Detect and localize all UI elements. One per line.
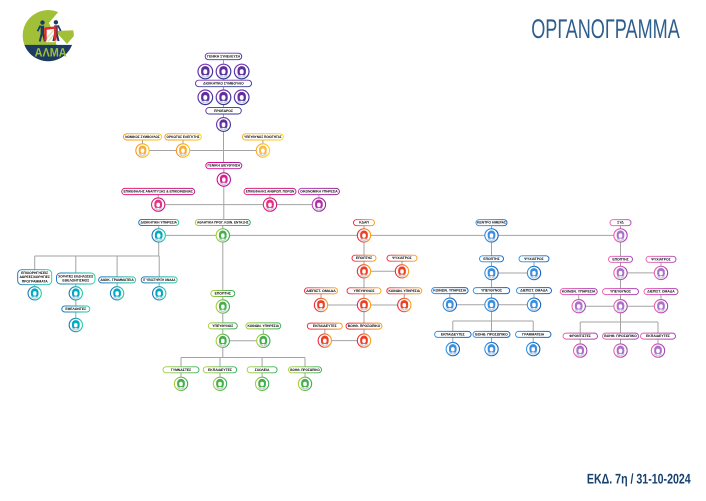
svg-text:ΕΚΠΑΙΔΕΥΤΕΣ: ΕΚΠΑΙΔΕΥΤΕΣ [208, 368, 232, 372]
svg-text:ΥΠΕΥΘΥΝΟΣ: ΥΠΕΥΘΥΝΟΣ [212, 324, 233, 328]
svg-text:ΚΟΙΝΩΝ. ΥΠΗΡΕΣΙΑ: ΚΟΙΝΩΝ. ΥΠΗΡΕΣΙΑ [562, 290, 596, 294]
svg-text:ΧΟΡΗΓΙΕΣ ΕΚΔΗΛΩΣΕΙΣ: ΧΟΡΗΓΙΕΣ ΕΚΔΗΛΩΣΕΙΣ [58, 274, 93, 278]
svg-text:ΕΠΙΚΕΦΑΛΗΣ ΑΝΘΡΩΠ. ΠΟΡΩΝ: ΕΠΙΚΕΦΑΛΗΣ ΑΝΘΡΩΠ. ΠΟΡΩΝ [246, 190, 295, 194]
svg-text:ΣΧΟΛΕΙΑ: ΣΧΟΛΕΙΑ [255, 368, 270, 372]
svg-text:ΟΡΓΑΝΟΓΡΑΜΜΑ: ΟΡΓΑΝΟΓΡΑΜΜΑ [531, 14, 680, 44]
svg-text:ΑΘΛΗΤΙΚΑ ΠΡΟΓ. ΚΟΙΝ. ΕΝΤΑΞΗΣ: ΑΘΛΗΤΙΚΑ ΠΡΟΓ. ΚΟΙΝ. ΕΝΤΑΞΗΣ [197, 221, 249, 225]
svg-text:ΔΙΟΙΚΗΤΙΚΟ ΣΥΜΒΟΥΛΙΟ: ΔΙΟΙΚΗΤΙΚΟ ΣΥΜΒΟΥΛΙΟ [203, 82, 244, 86]
svg-text:ΕΘΕΛΟΝΤΕΣ: ΕΘΕΛΟΝΤΕΣ [65, 307, 86, 311]
svg-text:ΒΟΗΘ. ΠΡΟΣΩΠΙΚΟ: ΒΟΗΘ. ΠΡΟΣΩΠΙΚΟ [604, 334, 637, 338]
svg-text:ΕΠΟΠΤΗΣ: ΕΠΟΠΤΗΣ [356, 256, 372, 260]
svg-text:ΕΠΟΠΤΗΣ: ΕΠΟΠΤΗΣ [215, 292, 231, 296]
svg-text:ΠΡΟΕΔΡΟΣ: ΠΡΟΕΔΡΟΣ [214, 109, 233, 113]
svg-text:ΑΛΜΑ: ΑΛΜΑ [35, 46, 67, 60]
svg-text:ΔΙΕΠΙΣΤ. ΟΜΑΔΑ: ΔΙΕΠΙΣΤ. ΟΜΑΔΑ [306, 289, 336, 293]
svg-text:ΕΠΟΠΤΗΣ: ΕΠΟΠΤΗΣ [483, 257, 499, 261]
svg-text:ΥΠΕΥΘΥΝΟΣ: ΥΠΕΥΘΥΝΟΣ [610, 290, 631, 294]
svg-text:ΣΥΔ: ΣΥΔ [617, 221, 624, 225]
svg-text:ΝΟΜΙΚΟΣ ΣΥΜΒΟΥΛΟΣ: ΝΟΜΙΚΟΣ ΣΥΜΒΟΥΛΟΣ [125, 135, 160, 139]
svg-text:ΕΘΕΛΟΝΤΙΣΜΟΣ: ΕΘΕΛΟΝΤΙΣΜΟΣ [62, 279, 89, 283]
svg-text:ΚΟΙΝΩΝ. ΥΠΗΡΕΣΙΑ: ΚΟΙΝΩΝ. ΥΠΗΡΕΣΙΑ [389, 289, 421, 293]
svg-text:ΓΡΑΜΜΑΤΕΙΑ: ΓΡΑΜΜΑΤΕΙΑ [522, 332, 545, 336]
svg-text:ΚΟΙΝΩΝ. ΥΠΗΡΕΣΙΑ: ΚΟΙΝΩΝ. ΥΠΗΡΕΣΙΑ [433, 289, 467, 293]
svg-text:ΕΠΙΚΕΦΑΛΗΣ ΑΝΑΠΤΥΞΗΣ & ΕΠΙΚΟΙΝ: ΕΠΙΚΕΦΑΛΗΣ ΑΝΑΠΤΥΞΗΣ & ΕΠΙΚΟΙΝΩΝΙΑΣ [123, 190, 193, 194]
svg-text:ΥΠΕΥΘΥΝΟΣ ΠΟΙΟΤΗΤΑΣ: ΥΠΕΥΘΥΝΟΣ ΠΟΙΟΤΗΤΑΣ [244, 135, 282, 139]
svg-text:ΒΟΗΘ. ΠΡΟΣΩΠΙΚΟ: ΒΟΗΘ. ΠΡΟΣΩΠΙΚΟ [290, 368, 320, 372]
svg-text:ΕΚΔ. 7η / 31-10-2024: ΕΚΔ. 7η / 31-10-2024 [587, 470, 691, 486]
svg-text:ΠΡΟΓΡΑΜΜΑΤΑ: ΠΡΟΓΡΑΜΜΑΤΑ [22, 280, 48, 284]
svg-text:ΕΚΠΑΙΔΕΥΤΕΣ: ΕΚΠΑΙΔΕΥΤΕΣ [313, 324, 337, 328]
svg-text:ΨΥΧΙΑΤΡΟΣ: ΨΥΧΙΑΤΡΟΣ [392, 256, 411, 260]
svg-text:ΔΙΟΙΚΗΤΙΚΗ ΥΠΗΡΕΣΙΑ: ΔΙΟΙΚΗΤΙΚΗ ΥΠΗΡΕΣΙΑ [140, 221, 177, 225]
svg-text:ΓΕΝΙΚΗ ΣΥΝΕΛΕΥΣΗ: ΓΕΝΙΚΗ ΣΥΝΕΛΕΥΣΗ [207, 55, 241, 59]
svg-text:ΟΙΚΟΝΟΜΙΚΗ ΥΠΗΡΕΣΙΑ: ΟΙΚΟΝΟΜΙΚΗ ΥΠΗΡΕΣΙΑ [300, 190, 338, 194]
svg-text:ΓΥΜΝΑΣΤΕΣ: ΓΥΜΝΑΣΤΕΣ [171, 368, 191, 372]
svg-text:ΚΟΙΝΩΝ. ΥΠΗΡΕΣΙΑ: ΚΟΙΝΩΝ. ΥΠΗΡΕΣΙΑ [248, 324, 280, 328]
svg-text:ΚΕΝΤΡΟ ΗΜΕΡΑΣ: ΚΕΝΤΡΟ ΗΜΕΡΑΣ [477, 221, 506, 225]
svg-text:ΔΙΕΠΙΣΤ. ΟΜΑΔΑ: ΔΙΕΠΙΣΤ. ΟΜΑΔΑ [647, 290, 675, 294]
svg-text:ΔΙΟΙΚ. ΓΡΑΜΜΑΤΕΙΑ: ΔΙΟΙΚ. ΓΡΑΜΜΑΤΕΙΑ [100, 278, 134, 282]
svg-text:ΒΟΗΘ. ΠΡΟΣΩΠΙΚΟ: ΒΟΗΘ. ΠΡΟΣΩΠΙΚΟ [475, 332, 508, 336]
svg-text:ΨΥΧΙΑΤΡΟΣ: ΨΥΧΙΑΤΡΟΣ [524, 257, 543, 261]
svg-text:ΓΕΝΙΚΗ ΔΙΕΥΘΥΝΣΗ: ΓΕΝΙΚΗ ΔΙΕΥΘΥΝΣΗ [208, 164, 241, 168]
svg-text:ΥΠΕΥΘΥΝΟΣ: ΥΠΕΥΘΥΝΟΣ [353, 289, 374, 293]
svg-text:ΚΔΑΠ: ΚΔΑΠ [359, 221, 369, 225]
svg-text:ΥΠΕΥΘΥΝΟΣ: ΥΠΕΥΘΥΝΟΣ [481, 289, 502, 293]
svg-text:ΕΠΟΠΤΗΣ: ΕΠΟΠΤΗΣ [612, 257, 628, 261]
svg-text:ΔΩΡΕΕΣ/ΧΟΡΗΓΙΕΣ: ΔΩΡΕΕΣ/ΧΟΡΗΓΙΕΣ [19, 275, 50, 279]
svg-text:ΒΟΗΘ. ΠΡΟΣΩΠΙΚΟ: ΒΟΗΘ. ΠΡΟΣΩΠΙΚΟ [348, 324, 381, 328]
svg-text:IT ΥΠΟΣΤΗΡΙΞΗ ΟΜΑΔΑ: IT ΥΠΟΣΤΗΡΙΞΗ ΟΜΑΔΑ [143, 278, 176, 282]
svg-text:ΔΙΕΠΙΣΤ. ΟΜΑΔΑ: ΔΙΕΠΙΣΤ. ΟΜΑΔΑ [520, 289, 548, 293]
svg-text:ΦΡΟΝΤΙΣΤΕΣ: ΦΡΟΝΤΙΣΤΕΣ [569, 334, 591, 338]
svg-text:ΟΡΚΩΤΟΣ ΕΛΕΓΚΤΗΣ: ΟΡΚΩΤΟΣ ΕΛΕΓΚΤΗΣ [167, 135, 200, 139]
svg-text:ΕΚΠΑΙΔΕΥΤΕΣ: ΕΚΠΑΙΔΕΥΤΕΣ [441, 332, 465, 336]
svg-text:ΕΠΙΧΟΡΗΓΗΣΕΙΣ: ΕΠΙΧΟΡΗΓΗΣΕΙΣ [21, 271, 48, 275]
svg-text:ΕΚΠΑΙΔΕΥΤΕΣ: ΕΚΠΑΙΔΕΥΤΕΣ [646, 334, 670, 338]
svg-text:ΨΥΧΙΑΤΡΟΣ: ΨΥΧΙΑΤΡΟΣ [651, 257, 670, 261]
